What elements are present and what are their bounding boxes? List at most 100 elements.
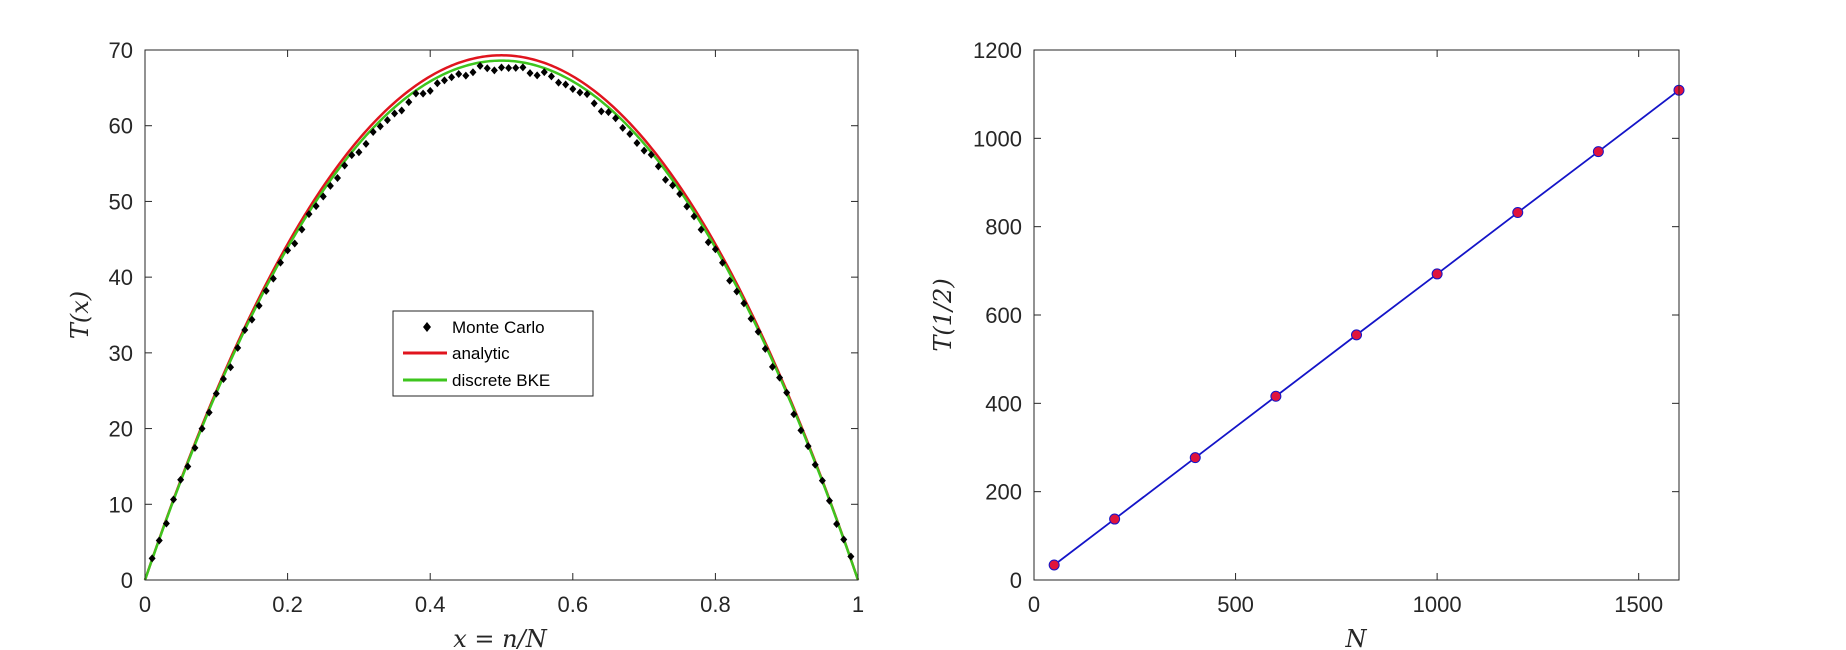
monte-carlo-point — [269, 274, 277, 283]
data-point — [1270, 390, 1282, 402]
monte-carlo-point — [654, 162, 662, 171]
monte-carlo-point — [726, 276, 734, 285]
monte-carlo-point — [412, 89, 420, 98]
monte-carlo-point — [191, 443, 199, 452]
left-x-tick-label: 1 — [852, 592, 864, 617]
monte-carlo-point — [326, 181, 334, 190]
data-point — [1048, 559, 1060, 571]
monte-carlo-point — [676, 189, 684, 198]
monte-carlo-point — [355, 148, 363, 157]
right-y-tick-label: 1200 — [973, 38, 1022, 63]
monte-carlo-point — [177, 475, 185, 484]
monte-carlo-point — [711, 245, 719, 254]
monte-carlo-point — [369, 128, 377, 137]
right-y-tick-label: 0 — [1010, 568, 1022, 593]
monte-carlo-point — [697, 225, 705, 234]
monte-carlo-point — [547, 72, 555, 81]
monte-carlo-point — [476, 61, 484, 70]
monte-carlo-point — [305, 210, 313, 219]
monte-carlo-point — [170, 495, 178, 504]
monte-carlo-point — [248, 315, 256, 324]
monte-carlo-point — [462, 71, 470, 80]
right-chart: 0 500 1000 1500 0 200 400 600 800 1000 1200 N T(1/… — [929, 38, 1685, 650]
monte-carlo-point — [448, 73, 456, 82]
monte-carlo-point — [348, 151, 356, 160]
monte-carlo-point — [498, 63, 505, 72]
right-x-tick-label: 500 — [1217, 592, 1254, 617]
monte-carlo-point — [312, 202, 320, 211]
right-axes-box — [1033, 49, 1680, 581]
monte-carlo-point — [776, 373, 784, 382]
monte-carlo-point — [704, 238, 712, 247]
monte-carlo-point — [341, 161, 349, 170]
monte-carlo-point — [398, 106, 406, 115]
legend-entry-discrete-bke: discrete BKE — [403, 371, 550, 390]
monte-carlo-point — [562, 80, 570, 89]
monte-carlo-point — [533, 71, 541, 80]
monte-carlo-point — [825, 496, 833, 505]
monte-carlo-point — [640, 146, 648, 155]
monte-carlo-point — [405, 98, 413, 107]
monte-carlo-point — [284, 246, 292, 255]
monte-carlo-point — [555, 78, 563, 87]
legend-label-discrete-bke: discrete BKE — [452, 371, 550, 390]
monte-carlo-point — [768, 362, 776, 371]
monte-carlo-point — [298, 225, 306, 234]
monte-carlo-point — [811, 460, 819, 469]
monte-carlo-point — [433, 79, 441, 88]
monte-carlo-point — [276, 258, 284, 267]
monte-carlo-point — [519, 63, 527, 72]
monte-carlo-point — [155, 536, 163, 545]
right-y-tick-label: 400 — [985, 391, 1022, 416]
monte-carlo-point — [797, 426, 805, 435]
monte-carlo-point — [455, 69, 463, 78]
monte-carlo-point — [483, 64, 491, 73]
left-x-tick-label: 0.6 — [558, 592, 589, 617]
monte-carlo-point — [241, 326, 249, 335]
monte-carlo-point — [719, 258, 727, 267]
data-point — [1189, 452, 1201, 464]
monte-carlo-point — [512, 63, 520, 72]
legend: Monte Carlo analytic discrete BKE — [392, 310, 594, 397]
monte-carlo-point — [818, 476, 826, 485]
data-point — [1512, 207, 1524, 219]
monte-carlo-point — [440, 76, 448, 85]
monte-carlo-point — [526, 69, 534, 78]
left-y-tick-label: 30 — [109, 341, 133, 366]
legend-label-monte-carlo: Monte Carlo — [452, 318, 545, 337]
left-x-tick-label: 0.4 — [415, 592, 446, 617]
data-point — [1592, 146, 1604, 158]
left-y-axis-label: T(x) — [66, 291, 94, 339]
monte-carlo-point — [683, 202, 691, 211]
data-point — [1351, 329, 1362, 341]
right-tick-labels: 0 500 1000 1500 0 200 400 600 800 1000 1200 — [973, 38, 1663, 617]
monte-carlo-point — [334, 174, 342, 183]
legend-entry-analytic: analytic — [403, 344, 510, 363]
right-plot-area — [1034, 50, 1679, 580]
monte-carlo-point — [383, 116, 391, 125]
left-x-axis-label: x = n/N — [453, 625, 547, 650]
monte-carlo-point — [391, 109, 399, 118]
data-point — [1109, 513, 1121, 525]
monte-carlo-point — [319, 192, 327, 201]
monte-carlo-point — [576, 88, 584, 97]
monte-carlo-point — [426, 86, 434, 95]
monte-carlo-point — [205, 408, 213, 417]
monte-carlo-point — [633, 138, 641, 147]
monte-carlo-point — [219, 374, 227, 383]
monte-carlo-point — [669, 181, 677, 190]
monte-carlo-point — [291, 239, 299, 248]
monte-carlo-point — [569, 84, 577, 93]
left-y-tick-label: 40 — [109, 265, 133, 290]
left-y-tick-label: 20 — [109, 417, 133, 442]
monte-carlo-point — [540, 68, 548, 77]
series-analytic-line — [143, 54, 860, 581]
monte-carlo-point — [376, 122, 384, 131]
monte-carlo-point — [583, 90, 591, 99]
monte-carlo-point — [597, 107, 605, 116]
right-x-tick-label: 0 — [1028, 592, 1040, 617]
monte-carlo-point — [198, 424, 206, 433]
